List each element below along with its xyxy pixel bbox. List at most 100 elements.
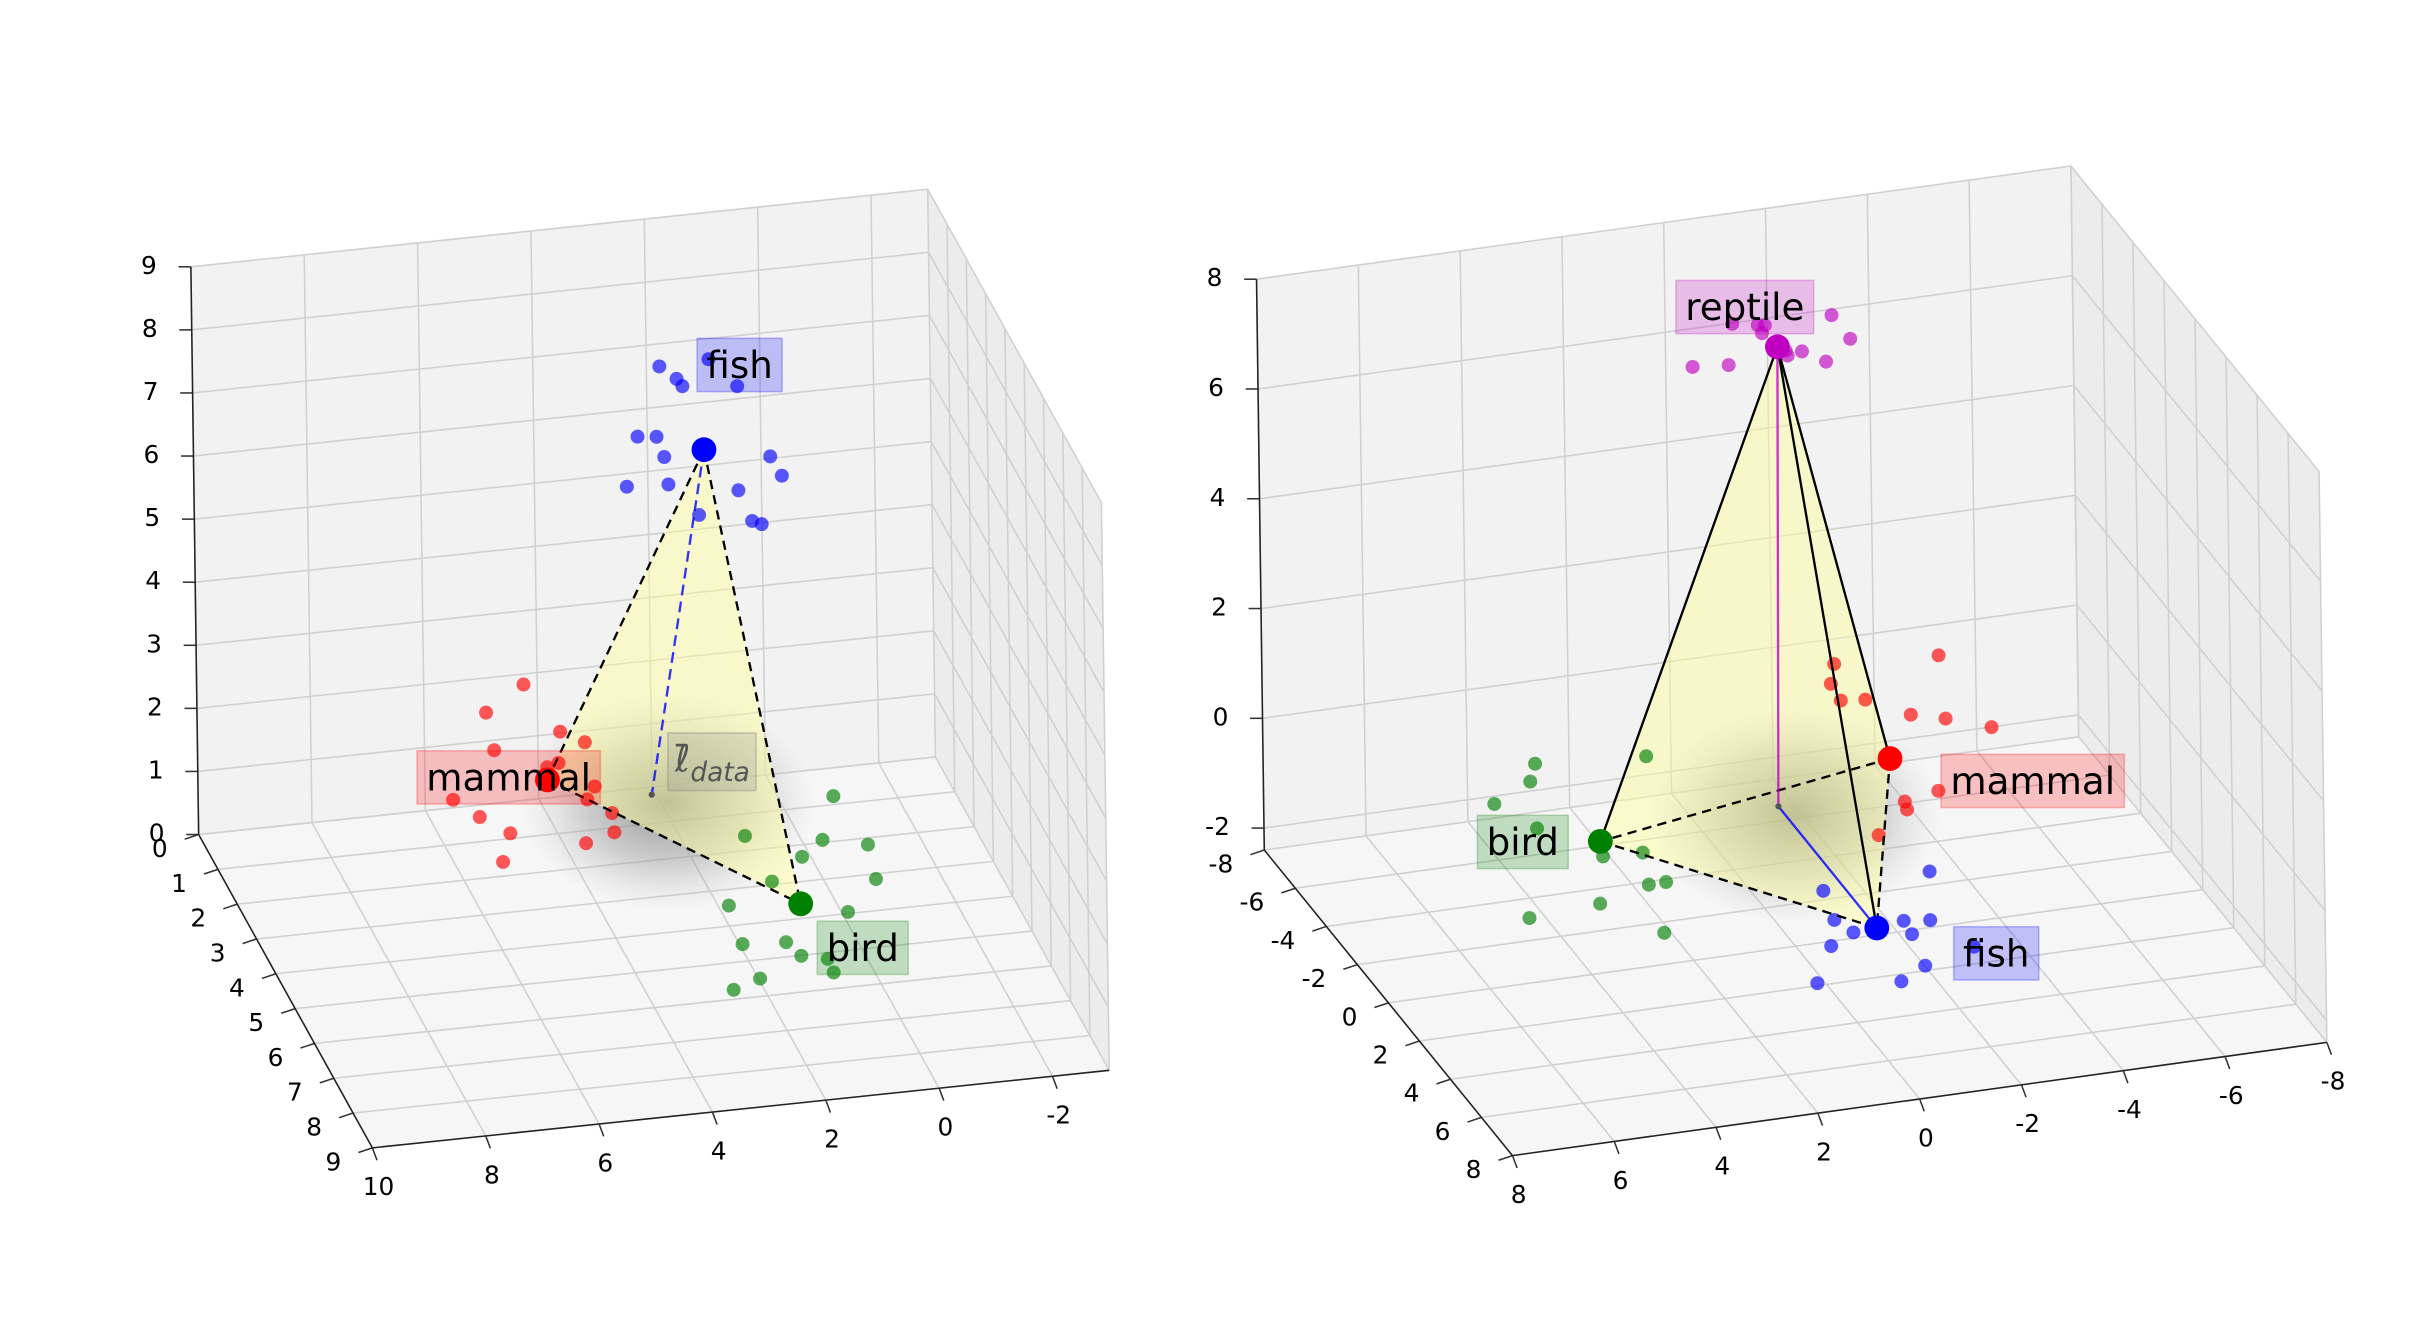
grid-line <box>2077 714 2328 1021</box>
grid-line <box>933 630 1109 945</box>
grid-line <box>191 251 929 331</box>
axis-line <box>372 1069 1110 1149</box>
tick-mark <box>242 938 257 945</box>
data-point <box>1685 359 1700 374</box>
grid-line <box>2225 356 2235 928</box>
cluster-center <box>535 767 560 793</box>
simplex-edge <box>1600 840 1878 930</box>
tick-mark <box>1405 1040 1420 1047</box>
data-point <box>754 517 769 532</box>
grid-line <box>965 258 975 827</box>
tick-mark <box>1613 1141 1620 1155</box>
z-tick-label: 2 <box>1211 593 1227 622</box>
data-point <box>1819 354 1834 369</box>
grid-line <box>930 441 1106 756</box>
y-tick-label: 9 <box>326 1147 342 1176</box>
tick-mark <box>2224 1056 2231 1070</box>
data-point <box>1896 913 1911 928</box>
tick-mark <box>223 903 238 910</box>
data-point <box>795 849 810 864</box>
data-point <box>661 477 676 492</box>
tick-mark <box>1511 1155 1518 1169</box>
z-tick-label: 0 <box>149 819 165 848</box>
tick-mark <box>261 973 277 980</box>
grid-line <box>2070 165 2080 737</box>
label-box <box>1952 925 2040 981</box>
x-tick-label: -6 <box>2219 1081 2244 1110</box>
data-point <box>1659 875 1674 889</box>
y-tick-label: 3 <box>210 938 226 967</box>
grid-line <box>195 503 933 583</box>
grid-line <box>1004 328 1014 897</box>
x-tick-label: 6 <box>597 1148 613 1177</box>
y-tick-label: 7 <box>287 1078 303 1107</box>
mean-line <box>1776 346 1780 807</box>
z-tick-label: 5 <box>144 503 160 532</box>
y-tick-label: 6 <box>1435 1117 1451 1146</box>
data-point <box>580 792 595 807</box>
label-box <box>1476 814 1570 870</box>
data-point <box>1824 939 1839 953</box>
tick-mark <box>2020 1084 2027 1098</box>
z-tick-label: 9 <box>141 251 157 280</box>
grid-line <box>1062 432 1072 1001</box>
cluster-label: mammal <box>1950 759 2115 803</box>
grid-line <box>311 822 487 1137</box>
y-tick-label: 8 <box>1466 1155 1482 1184</box>
grid-line <box>416 242 427 811</box>
back-pane <box>190 189 936 835</box>
y-tick-label: -6 <box>1240 888 1265 917</box>
y-tick-label: 0 <box>1342 1002 1358 1031</box>
x-tick-label: 0 <box>937 1113 953 1142</box>
grid-line <box>1256 165 2072 280</box>
grid-line <box>530 230 540 799</box>
data-point <box>1900 802 1915 817</box>
data-point <box>1922 864 1937 879</box>
grid-line <box>2194 318 2204 890</box>
data-point <box>516 677 531 692</box>
data-point <box>826 789 841 804</box>
data-point <box>1657 925 1672 940</box>
cluster-center <box>1877 746 1903 771</box>
x-tick-label: 8 <box>484 1160 500 1189</box>
tick-mark <box>371 1147 378 1161</box>
data-point <box>794 948 809 963</box>
data-point <box>1721 358 1736 373</box>
x-tick-label: -2 <box>1046 1101 1071 1130</box>
x-tick-label: 10 <box>363 1172 395 1201</box>
data-point <box>731 483 746 498</box>
grid-line <box>929 378 1105 693</box>
mean-subscript: data <box>690 757 749 787</box>
data-point <box>1794 344 1809 359</box>
z-tick-label: 6 <box>1208 373 1224 402</box>
tick-mark <box>300 1042 315 1049</box>
grid-line <box>2076 604 2326 912</box>
grid-line <box>946 224 956 792</box>
z-tick-label: 4 <box>1210 483 1226 512</box>
grid-line <box>1042 398 1053 966</box>
data-point <box>763 449 778 464</box>
data-point <box>730 379 745 394</box>
tick-mark <box>358 1147 373 1154</box>
grid-line <box>2074 494 2325 802</box>
mean-point <box>648 791 655 798</box>
data-point <box>815 832 830 847</box>
cluster-label: mammal <box>426 755 591 799</box>
mean-annotation: ℓ̄data <box>674 736 750 787</box>
data-point <box>652 359 667 374</box>
grid-line <box>275 895 1013 975</box>
y-tick-label: -8 <box>1209 850 1234 879</box>
y-tick-label: 0 <box>152 834 168 863</box>
tick-mark <box>1250 849 1265 856</box>
grid-line <box>1481 1003 2296 1119</box>
y-tick-label: 5 <box>248 1008 264 1037</box>
grid-line <box>643 219 653 787</box>
tick-mark <box>1715 1127 1722 1140</box>
label-box <box>1940 753 2126 809</box>
grid-line <box>195 566 933 647</box>
data-point <box>503 826 518 841</box>
grid-line <box>314 965 1052 1045</box>
grid-line <box>931 504 1107 819</box>
mean-line <box>650 449 706 795</box>
z-tick-label: 8 <box>142 314 158 343</box>
